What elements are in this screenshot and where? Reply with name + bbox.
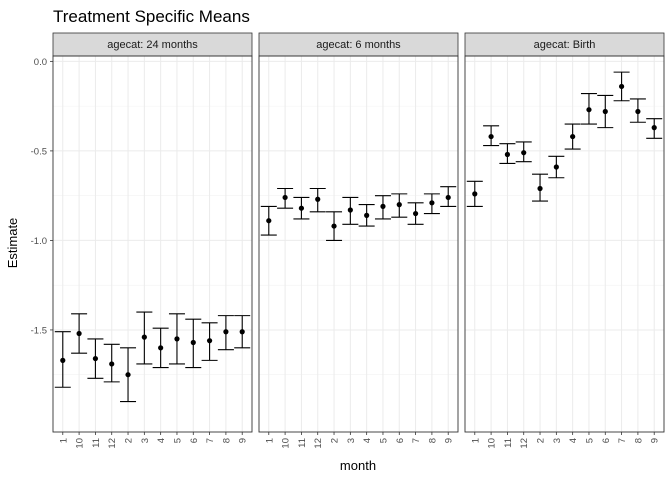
data-point	[298, 205, 305, 211]
data-point	[174, 336, 180, 342]
x-tick-label: 2	[536, 438, 547, 443]
y-axis: 0.0 -0.5 -1.0 -1.5	[31, 57, 53, 336]
data-point	[331, 223, 337, 229]
x-tick-label: 10	[75, 438, 86, 449]
y-tick-label: -1.0	[31, 236, 47, 247]
x-tick-label: 1	[58, 438, 69, 443]
x-tick-label: 11	[297, 438, 308, 448]
x-tick-label: 1	[470, 438, 481, 443]
data-point	[618, 83, 625, 90]
panel-background	[465, 56, 664, 432]
x-tick-label: 6	[395, 438, 406, 443]
data-point	[364, 212, 370, 218]
data-point	[92, 355, 99, 362]
x-axis-title: month	[340, 458, 376, 473]
data-point	[347, 207, 353, 213]
panel-background	[53, 56, 252, 432]
x-tick-label: 10	[487, 438, 498, 449]
data-point	[190, 339, 196, 346]
x-tick-label: 5	[172, 438, 183, 443]
x-tick-label: 3	[552, 438, 563, 443]
data-point	[635, 108, 641, 115]
x-tick-label: 3	[346, 438, 357, 443]
data-point	[239, 329, 245, 335]
data-point	[488, 133, 494, 140]
x-tick-label: 3	[140, 438, 151, 443]
data-point	[412, 210, 419, 217]
data-point	[396, 202, 402, 208]
data-point	[315, 196, 321, 202]
data-point	[537, 185, 543, 192]
panel-border	[464, 55, 665, 433]
x-tick-label: 6	[189, 438, 200, 443]
data-point	[521, 150, 527, 156]
x-tick-label: 10	[281, 438, 292, 449]
facet-panel: agecat: 6 months 1 10 11 12 2 3 4 5 6 7 8 9	[258, 32, 459, 449]
y-tick-label: -0.5	[31, 146, 47, 157]
data-point	[125, 372, 131, 378]
facet-strip-label: agecat: 6 months	[316, 39, 401, 51]
x-tick-label: 11	[503, 438, 514, 448]
x-tick-label: 1	[264, 438, 275, 443]
x-tick-label: 7	[411, 438, 422, 443]
data-point	[60, 357, 66, 363]
data-point	[651, 125, 657, 131]
facet-panel: agecat: 24 months 1 10 11 12 2 3 4 5 6 7 8 9	[52, 32, 253, 449]
data-point	[282, 194, 288, 201]
data-point	[223, 329, 229, 335]
x-tick-label: 9	[444, 438, 455, 443]
data-point	[76, 330, 82, 337]
x-tick-label: 12	[313, 438, 324, 449]
data-point	[158, 345, 164, 351]
x-tick-label: 4	[156, 438, 167, 443]
x-tick-label: 7	[205, 438, 216, 443]
y-tick-label: 0.0	[34, 57, 47, 68]
data-point	[553, 164, 559, 170]
x-tick-label: 2	[124, 438, 135, 443]
x-tick-label: 5	[584, 438, 595, 443]
data-point	[586, 107, 592, 113]
facet-strip-label: agecat: 24 months	[107, 39, 198, 51]
data-point	[206, 338, 213, 344]
x-tick-label: 12	[519, 438, 530, 449]
data-point	[445, 194, 451, 201]
data-point	[602, 108, 608, 115]
x-tick-label: 5	[378, 438, 389, 443]
panel-border	[52, 55, 253, 433]
data-point	[266, 218, 272, 224]
panel-background	[259, 56, 458, 432]
chart-title: Treatment Specific Means	[53, 7, 250, 26]
x-tick-label: 6	[601, 438, 612, 443]
data-point	[380, 203, 386, 209]
facet-strip-label: agecat: Birth	[534, 39, 596, 51]
x-tick-label: 7	[617, 438, 628, 443]
x-tick-label: 8	[221, 438, 232, 443]
facet-panel: agecat: Birth 1 10 11 12 2 3 4 5 6 7 8 9	[464, 32, 665, 449]
data-point	[570, 133, 576, 140]
data-point	[472, 191, 478, 197]
x-tick-label: 2	[330, 438, 341, 443]
data-point	[141, 334, 147, 340]
x-tick-label: 4	[568, 438, 579, 443]
x-tick-label: 8	[633, 438, 644, 443]
x-tick-label: 12	[107, 438, 118, 449]
y-axis-title: Estimate	[5, 218, 20, 269]
data-point	[504, 151, 511, 158]
x-tick-label: 9	[650, 438, 661, 443]
x-tick-label: 11	[91, 438, 102, 448]
x-tick-label: 8	[427, 438, 438, 443]
y-tick-label: -1.5	[31, 325, 47, 336]
x-tick-label: 4	[362, 438, 373, 443]
data-point	[429, 200, 435, 206]
data-point	[109, 361, 115, 367]
x-tick-label: 9	[238, 438, 249, 443]
panel-border	[258, 55, 459, 433]
